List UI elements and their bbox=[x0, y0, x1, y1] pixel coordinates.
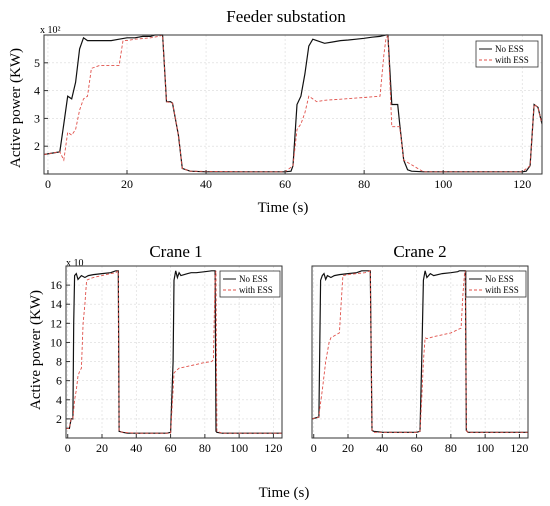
legend-entry-no-ess: No ESS bbox=[239, 274, 268, 284]
x-tick-label: 120 bbox=[264, 441, 282, 455]
y-multiplier-feeder: x 10² bbox=[40, 25, 61, 36]
x-tick-label: 60 bbox=[279, 177, 291, 191]
y-tick-label: 16 bbox=[50, 278, 62, 292]
legend-entry-no-ess: No ESS bbox=[495, 44, 524, 54]
x-tick-label: 80 bbox=[358, 177, 370, 191]
x-tick-label: 40 bbox=[130, 441, 142, 455]
series-line-no-ess bbox=[43, 34, 543, 173]
legend-entry-no-ess: No ESS bbox=[485, 274, 514, 284]
y-tick-label: 3 bbox=[34, 111, 40, 125]
series-line-with-ess bbox=[66, 269, 282, 434]
x-axis-label-feeder: Time (s) bbox=[258, 200, 309, 216]
x-tick-label: 40 bbox=[376, 441, 388, 455]
legend-entry-with-ess: with ESS bbox=[239, 285, 273, 295]
y-tick-label: 4 bbox=[34, 84, 40, 98]
x-tick-label: 80 bbox=[199, 441, 211, 455]
y-tick-label: 12 bbox=[50, 316, 62, 330]
legend-box bbox=[219, 270, 281, 298]
y-tick-label: 5 bbox=[34, 56, 40, 70]
plot-frame-feeder bbox=[43, 34, 543, 175]
chart-title-feeder: Feeder substation bbox=[226, 7, 346, 26]
legend-box bbox=[475, 40, 539, 68]
x-tick-label: 0 bbox=[45, 177, 51, 191]
y-axis-label-feeder: Active power (KW) bbox=[8, 48, 24, 168]
y-tick-label: 8 bbox=[56, 355, 62, 369]
x-tick-label: 20 bbox=[96, 441, 108, 455]
chart-title-crane1: Crane 1 bbox=[149, 242, 202, 261]
plot-area-feeder bbox=[44, 35, 542, 174]
y-multiplier-crane1: x 10 bbox=[66, 258, 84, 269]
x-tick-label: 60 bbox=[165, 441, 177, 455]
x-tick-label: 40 bbox=[200, 177, 212, 191]
y-tick-label: 6 bbox=[56, 374, 62, 388]
x-tick-label: 0 bbox=[65, 441, 71, 455]
x-tick-label: 60 bbox=[411, 441, 423, 455]
x-tick-label: 120 bbox=[510, 441, 528, 455]
x-axis-label-shared: Time (s) bbox=[259, 485, 310, 501]
y-axis-label-shared: Active power (KW) bbox=[28, 290, 44, 410]
y-tick-label: 14 bbox=[50, 297, 62, 311]
legend-entry-with-ess: with ESS bbox=[495, 55, 529, 65]
plot-frame-crane1 bbox=[65, 265, 283, 439]
x-tick-label: 80 bbox=[445, 441, 457, 455]
y-tick-label: 4 bbox=[56, 393, 62, 407]
x-tick-label: 100 bbox=[434, 177, 452, 191]
plot-frame-crane2 bbox=[311, 265, 529, 439]
y-tick-label: 2 bbox=[56, 412, 62, 426]
x-tick-label: 100 bbox=[230, 441, 248, 455]
series-line-with-ess bbox=[311, 270, 528, 433]
y-tick-label: 2 bbox=[34, 139, 40, 153]
legend-entry-with-ess: with ESS bbox=[485, 285, 519, 295]
y-tick-label: 10 bbox=[50, 335, 62, 349]
x-tick-label: 0 bbox=[311, 441, 317, 455]
x-tick-label: 20 bbox=[121, 177, 133, 191]
x-tick-label: 20 bbox=[342, 441, 354, 455]
x-tick-label: 100 bbox=[476, 441, 494, 455]
x-tick-label: 120 bbox=[513, 177, 531, 191]
chart-title-crane2: Crane 2 bbox=[393, 242, 446, 261]
legend-box bbox=[465, 270, 527, 298]
